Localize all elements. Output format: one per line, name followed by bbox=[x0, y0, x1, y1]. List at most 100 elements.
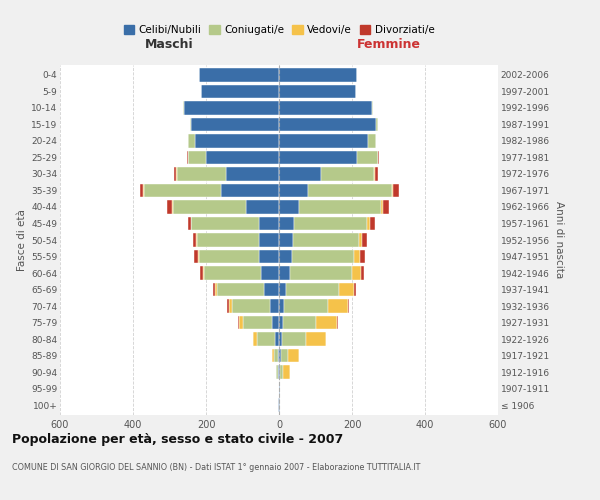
Bar bbox=[283, 316, 316, 330]
Y-axis label: Fasce di età: Fasce di età bbox=[17, 209, 27, 271]
Bar bbox=[203, 266, 204, 280]
Bar bbox=[279, 332, 282, 346]
Bar bbox=[274, 349, 278, 362]
Bar bbox=[292, 250, 354, 264]
Bar bbox=[278, 398, 279, 412]
Bar bbox=[361, 266, 364, 280]
Bar bbox=[196, 233, 197, 247]
Bar bbox=[279, 250, 292, 264]
Bar bbox=[293, 233, 359, 247]
Bar bbox=[184, 101, 279, 114]
Bar bbox=[144, 184, 221, 197]
Bar bbox=[259, 250, 279, 264]
Bar bbox=[352, 266, 361, 280]
Bar bbox=[393, 184, 399, 197]
Bar bbox=[279, 68, 358, 82]
Bar bbox=[197, 250, 199, 264]
Bar bbox=[279, 200, 299, 214]
Bar bbox=[305, 332, 326, 346]
Bar bbox=[191, 118, 279, 131]
Bar bbox=[383, 200, 389, 214]
Bar bbox=[279, 118, 376, 131]
Bar bbox=[278, 366, 279, 379]
Bar bbox=[261, 266, 279, 280]
Bar bbox=[177, 167, 226, 180]
Bar bbox=[279, 349, 281, 362]
Bar bbox=[259, 216, 279, 230]
Bar bbox=[367, 216, 370, 230]
Bar bbox=[167, 200, 172, 214]
Bar bbox=[279, 216, 293, 230]
Text: Popolazione per età, sesso e stato civile - 2007: Popolazione per età, sesso e stato civil… bbox=[12, 432, 343, 446]
Bar bbox=[243, 316, 272, 330]
Bar bbox=[257, 332, 275, 346]
Bar bbox=[280, 366, 283, 379]
Bar bbox=[277, 366, 278, 379]
Bar bbox=[362, 233, 367, 247]
Bar bbox=[281, 349, 288, 362]
Bar bbox=[200, 266, 203, 280]
Bar bbox=[361, 250, 365, 264]
Bar bbox=[200, 84, 279, 98]
Bar bbox=[176, 167, 177, 180]
Bar bbox=[188, 216, 191, 230]
Bar bbox=[195, 134, 279, 147]
Bar bbox=[282, 332, 305, 346]
Bar bbox=[191, 216, 259, 230]
Bar bbox=[290, 266, 352, 280]
Bar bbox=[215, 283, 217, 296]
Bar bbox=[279, 150, 358, 164]
Bar bbox=[253, 332, 257, 346]
Bar bbox=[279, 398, 280, 412]
Bar bbox=[187, 150, 188, 164]
Bar bbox=[227, 300, 229, 313]
Bar bbox=[279, 233, 293, 247]
Bar bbox=[204, 266, 261, 280]
Bar bbox=[354, 250, 361, 264]
Text: Femmine: Femmine bbox=[356, 38, 421, 51]
Bar bbox=[279, 283, 286, 296]
Bar bbox=[279, 167, 321, 180]
Bar bbox=[370, 216, 375, 230]
Bar bbox=[270, 300, 279, 313]
Bar bbox=[299, 200, 381, 214]
Bar bbox=[358, 150, 377, 164]
Bar bbox=[272, 316, 279, 330]
Bar bbox=[214, 283, 215, 296]
Bar bbox=[221, 184, 279, 197]
Bar bbox=[174, 167, 176, 180]
Bar bbox=[284, 300, 328, 313]
Bar bbox=[279, 316, 283, 330]
Bar bbox=[199, 68, 279, 82]
Y-axis label: Anni di nascita: Anni di nascita bbox=[554, 202, 564, 278]
Bar bbox=[238, 316, 239, 330]
Bar bbox=[286, 283, 339, 296]
Bar bbox=[316, 316, 337, 330]
Bar bbox=[337, 316, 338, 330]
Bar bbox=[279, 101, 372, 114]
Bar bbox=[140, 184, 143, 197]
Bar bbox=[272, 349, 274, 362]
Bar bbox=[279, 382, 280, 396]
Bar bbox=[321, 167, 374, 180]
Text: COMUNE DI SAN GIORGIO DEL SANNIO (BN) - Dati ISTAT 1° gennaio 2007 - Elaborazion: COMUNE DI SAN GIORGIO DEL SANNIO (BN) - … bbox=[12, 462, 421, 471]
Bar bbox=[143, 184, 144, 197]
Bar bbox=[372, 101, 373, 114]
Bar bbox=[239, 316, 243, 330]
Bar bbox=[197, 233, 259, 247]
Bar bbox=[288, 349, 299, 362]
Bar bbox=[392, 184, 393, 197]
Bar bbox=[172, 200, 173, 214]
Bar bbox=[279, 184, 308, 197]
Legend: Celibi/Nubili, Coniugati/e, Vedovi/e, Divorziati/e: Celibi/Nubili, Coniugati/e, Vedovi/e, Di… bbox=[119, 21, 439, 40]
Bar bbox=[190, 118, 191, 131]
Bar bbox=[376, 118, 377, 131]
Bar bbox=[359, 233, 362, 247]
Bar bbox=[308, 184, 392, 197]
Bar bbox=[368, 134, 376, 147]
Bar bbox=[283, 366, 290, 379]
Bar bbox=[279, 300, 284, 313]
Bar bbox=[259, 233, 279, 247]
Bar bbox=[279, 266, 290, 280]
Bar bbox=[193, 233, 196, 247]
